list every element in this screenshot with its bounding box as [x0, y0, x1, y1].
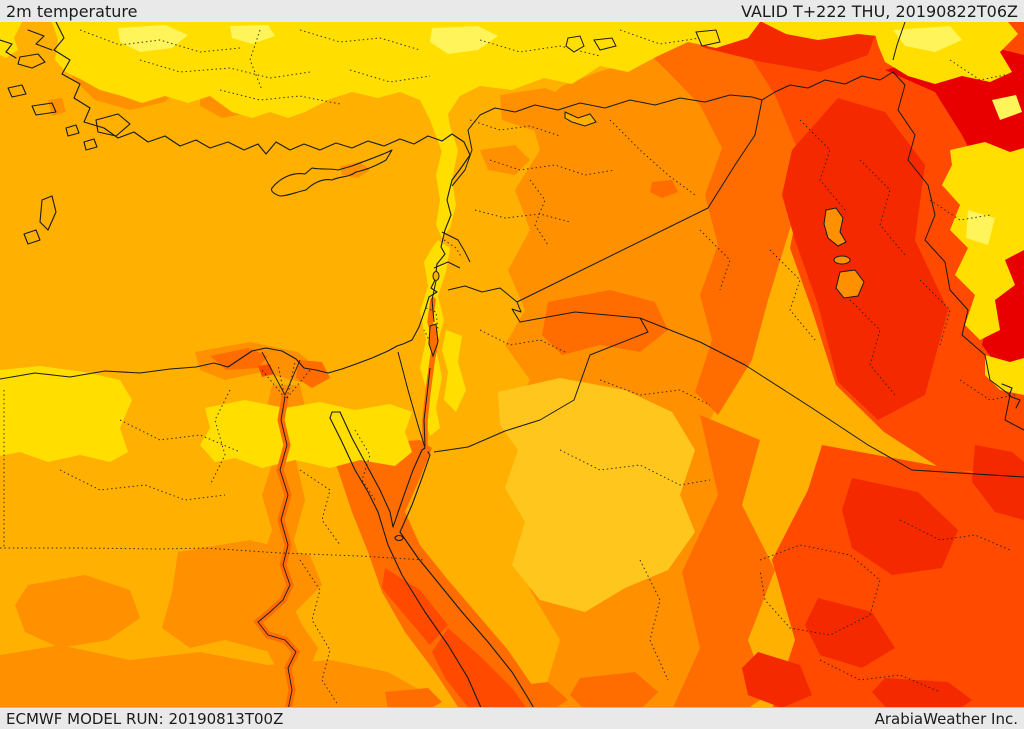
- brand-label: ArabiaWeather Inc.: [874, 709, 1018, 728]
- river-layer: [257, 351, 301, 707]
- footer-bar: ECMWF MODEL RUN: 20190813T00Z ArabiaWeat…: [0, 707, 1024, 729]
- admin-boundary-layer: [0, 29, 1016, 706]
- valid-time-label: VALID T+222 THU, 20190822T06Z: [741, 1, 1018, 21]
- model-run-label: ECMWF MODEL RUN: 20190813T00Z: [6, 709, 284, 728]
- temperature-map-canvas: [0, 22, 1024, 707]
- map-title: 2m temperature: [6, 1, 138, 21]
- header-bar: 2m temperature VALID T+222 THU, 20190822…: [0, 0, 1024, 22]
- map-area: [0, 22, 1024, 707]
- coastline-layer: [0, 22, 1021, 707]
- border-layer: [397, 22, 1024, 478]
- color-fill-layer: [0, 22, 1024, 707]
- island-layer: [7, 53, 404, 542]
- lake-layer: [428, 29, 865, 358]
